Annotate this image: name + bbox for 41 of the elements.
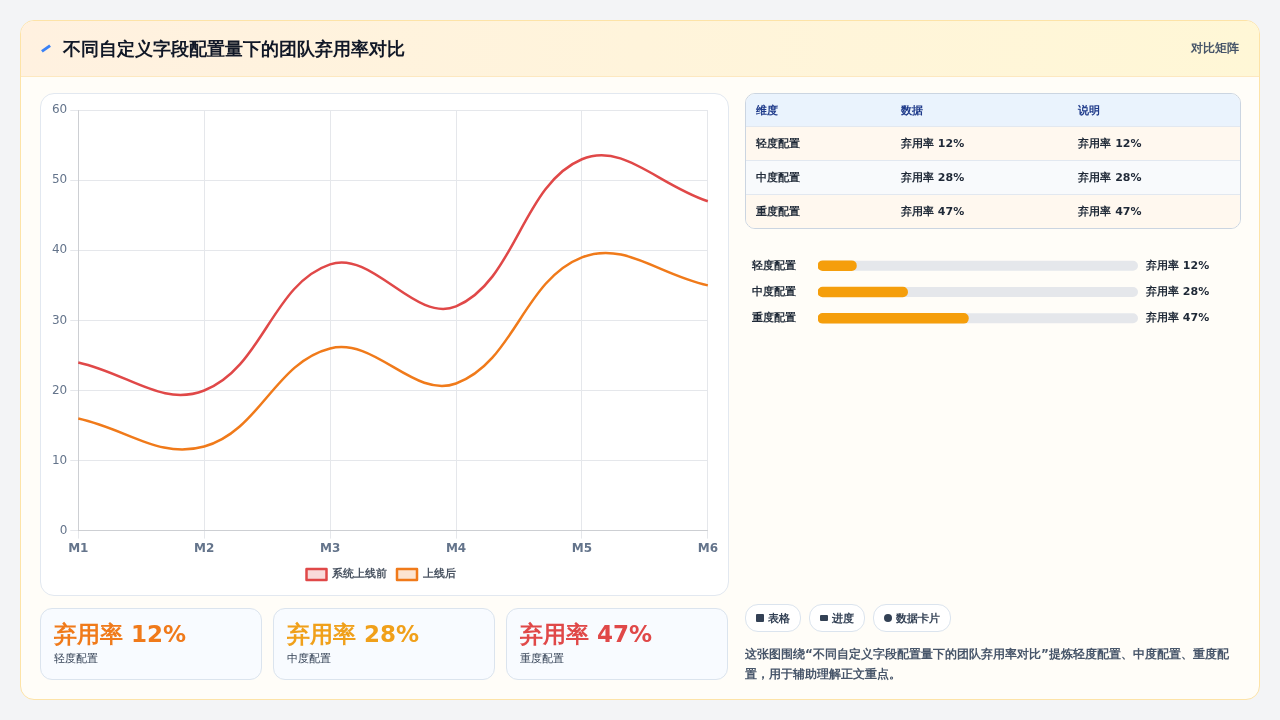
legend-label: 上线后 (421, 567, 456, 581)
text: 数据 (900, 102, 924, 118)
text: 对比矩阵 (1191, 40, 1239, 57)
text: 弃用率 47% (520, 620, 654, 649)
y-tick-label: 50 (51, 172, 68, 187)
y-tick-label: 20 (51, 382, 68, 397)
y-tick-label: 30 (51, 312, 68, 327)
y-tick-label: 重度配置 (751, 311, 796, 325)
text: 重度配置 (520, 651, 565, 666)
text: 这张图围绕“不同自定义字段配置量下的团队弃用率对比”提炼轻度配置、中度配置、重度配置，用于辅助理解正文重点。 (745, 646, 1230, 683)
text: 弃用率 28% (1077, 170, 1143, 185)
y-tick-label: 轻度配置 (751, 258, 796, 272)
x-tick-label: M4 (445, 540, 467, 555)
x-tick-label: M5 (571, 540, 593, 555)
data-label: 弃用率 28% (1145, 284, 1210, 298)
text: 弃用率 12% (1077, 136, 1143, 151)
text: 弃用率 47% (1077, 204, 1143, 219)
y-tick-label: 10 (51, 452, 68, 467)
chart-title: 不同自定义字段配置量下的团队弃用率对比 (63, 36, 405, 61)
data-label: 弃用率 12% (1145, 258, 1210, 272)
text: 弃用率 12% (900, 136, 966, 151)
text: 数据卡片 (896, 610, 940, 626)
x-tick-label: M6 (697, 540, 718, 555)
x-tick-label: M1 (68, 540, 89, 555)
text: 说明 (1077, 102, 1102, 118)
text: 表格 (768, 610, 790, 626)
text: 弃用率 47% (900, 204, 966, 219)
x-tick-label: M3 (319, 540, 341, 555)
y-tick-label: 60 (51, 102, 68, 117)
x-tick-label: M2 (194, 540, 215, 555)
y-tick-label: 0 (59, 522, 68, 537)
text: 弃用率 28% (900, 170, 966, 185)
y-tick-label: 中度配置 (752, 284, 796, 298)
text: 中度配置 (287, 651, 332, 666)
text: 进度 (832, 610, 854, 626)
text: 弃用率 12% (54, 620, 188, 649)
text: 维度 (755, 102, 779, 118)
text: 弃用率 28% (287, 620, 421, 649)
data-label: 弃用率 47% (1145, 311, 1210, 325)
y-tick-label: 40 (51, 242, 68, 257)
legend-label: 系统上线前 (331, 567, 387, 581)
